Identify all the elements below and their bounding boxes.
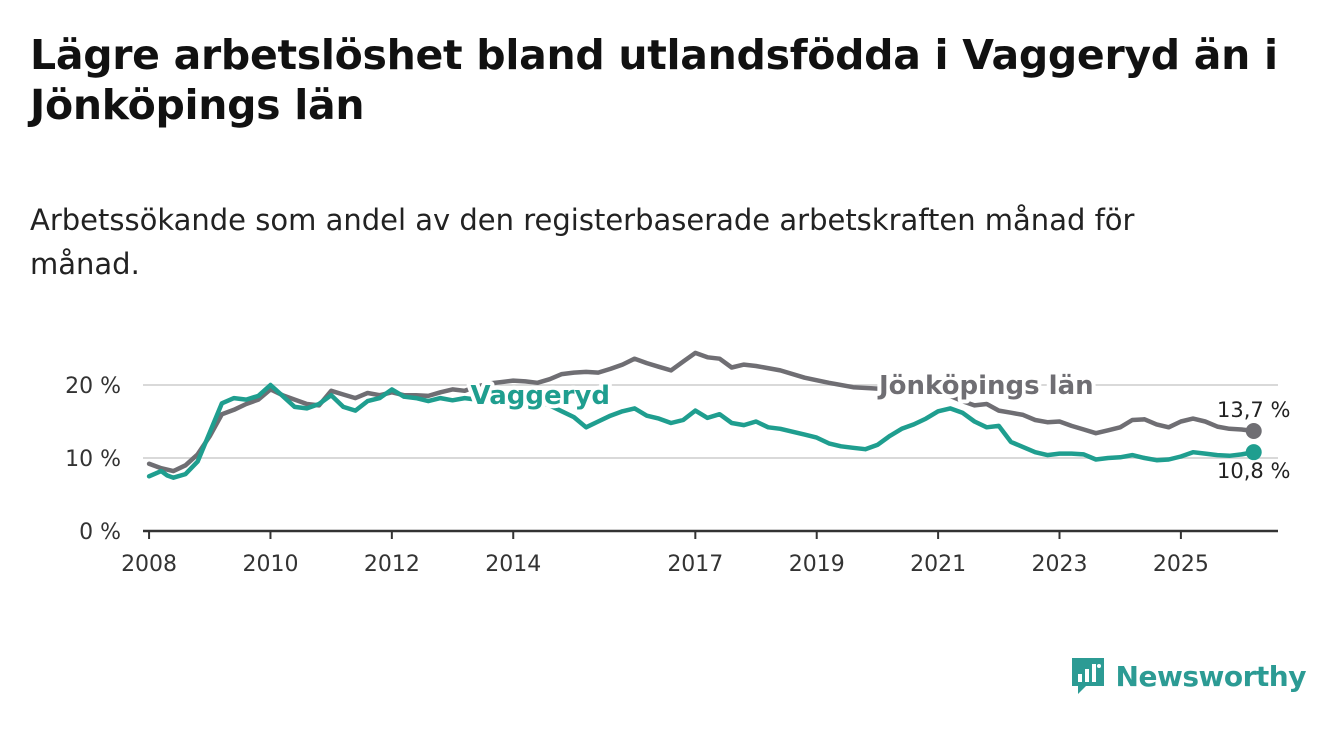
x-tick-label: 2008: [121, 552, 177, 577]
brand-name: Newsworthy: [1115, 659, 1307, 693]
series-label-vaggeryd: Vaggeryd: [471, 381, 610, 411]
end-value-label: 13,7 %: [1217, 398, 1290, 422]
grid-lines: [143, 384, 1278, 459]
x-tick-label: 2014: [485, 552, 541, 577]
end-value-label: 10,8 %: [1217, 459, 1290, 483]
series-label-j-nk-pings-l-n: Jönköpings län: [877, 371, 1094, 401]
x-tick-label: 2019: [789, 552, 845, 577]
series-lines: [146, 350, 1262, 480]
axes: 0 % 10 % 20 % 2008 2010 2012 2014 2017 2019 2021 2…: [65, 374, 1278, 577]
y-tick-label: 20 %: [65, 374, 121, 399]
series-line-vaggeryd: [146, 382, 1256, 480]
y-tick-label: 0 %: [79, 520, 121, 545]
chart-title: Lägre arbetslöshet bland utlandsfödda i …: [30, 31, 1278, 129]
y-tick-label: 10 %: [65, 447, 121, 472]
series-end-point-vaggeryd: [1245, 444, 1262, 461]
newsworthy-logo: Newsworthy: [1070, 656, 1307, 696]
line-chart: 0 % 10 % 20 % 2008 2010 2012 2014 2017 2019 2021 2…: [65, 350, 1291, 577]
x-tick-label: 2010: [242, 552, 298, 577]
x-tick-label: 2021: [910, 552, 966, 577]
bar-chart-speech-icon: [1071, 658, 1104, 694]
series-label-halo: Jönköpings län: [877, 371, 1094, 401]
x-tick-label: 2017: [667, 552, 723, 577]
x-tick-label: 2012: [364, 552, 420, 577]
x-tick-label: 2025: [1153, 552, 1209, 577]
x-tick-label: 2023: [1031, 552, 1087, 577]
series-label-halo: Vaggeryd: [471, 381, 610, 411]
series-end-point-j-nk-pings-l-n: [1245, 422, 1262, 439]
chart-subtitle: Arbetssökande som andel av den registerb…: [30, 203, 1135, 281]
